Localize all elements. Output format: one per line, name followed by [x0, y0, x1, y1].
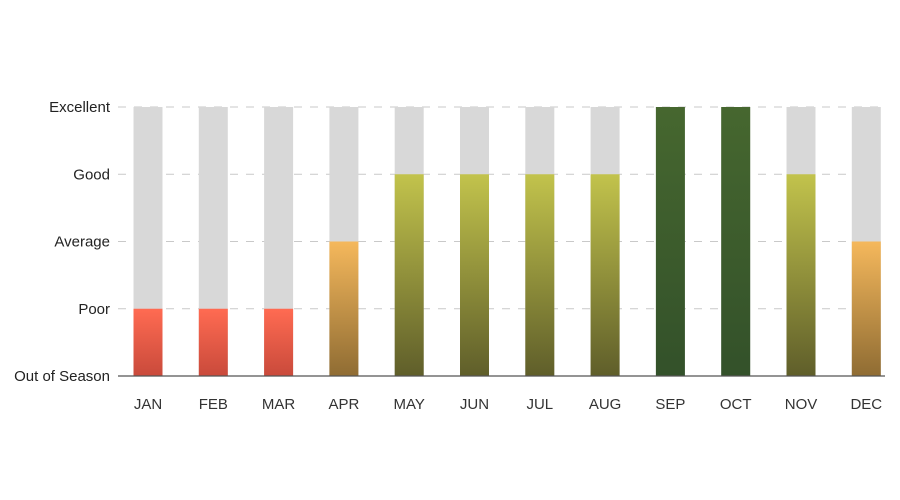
x-tick-label: JUL	[526, 396, 553, 413]
x-tick-label: MAY	[393, 396, 424, 413]
y-tick-label: Good	[73, 166, 110, 183]
x-tick-label: JAN	[134, 396, 162, 413]
x-tick-labels: JAN FEB MAR APR MAY JUN JUL AUG SEP OCT NOV DEC	[134, 396, 882, 413]
y-tick-label: Poor	[78, 301, 110, 318]
x-tick-label: SEP	[655, 396, 685, 413]
x-tick-label: MAR	[262, 396, 296, 413]
bar-dec[interactable]	[851, 241, 881, 377]
y-tick-label: Average	[54, 234, 110, 251]
y-tick-labels: Out of Season Poor Average Good Excellent	[14, 99, 111, 385]
x-tick-label: DEC	[850, 396, 882, 413]
bar-mar[interactable]	[264, 308, 294, 376]
value-bars	[133, 107, 881, 377]
bar-apr[interactable]	[329, 241, 359, 377]
bar-feb[interactable]	[198, 308, 228, 376]
x-tick-label: AUG	[589, 396, 622, 413]
grid-lines	[118, 106, 885, 310]
bar-jun[interactable]	[460, 174, 489, 376]
bar-aug[interactable]	[590, 174, 620, 376]
x-tick-label: JUN	[460, 396, 489, 413]
bar-jul[interactable]	[525, 174, 555, 376]
bar-jan[interactable]	[133, 308, 163, 376]
x-tick-label: NOV	[785, 396, 818, 413]
bar-sep[interactable]	[655, 107, 685, 376]
x-tick-label: OCT	[720, 396, 752, 413]
bar-nov[interactable]	[786, 174, 816, 376]
bar-oct[interactable]	[721, 107, 751, 376]
x-tick-label: APR	[328, 396, 359, 413]
y-tick-label: Excellent	[49, 99, 111, 116]
x-tick-label: FEB	[199, 396, 228, 413]
y-tick-label: Out of Season	[14, 368, 110, 385]
bar-may[interactable]	[394, 174, 424, 376]
